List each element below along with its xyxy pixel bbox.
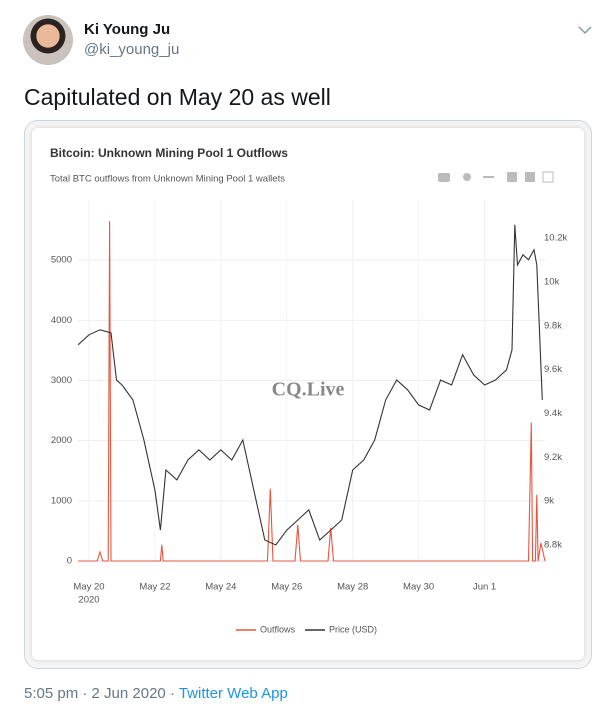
tweet-footer: 5:05 pm · 2 Jun 2020 · Twitter Web App xyxy=(24,685,288,702)
x-tick-label: May 26 xyxy=(271,582,302,593)
separator: · xyxy=(169,685,175,702)
x-tick-label: May 28 xyxy=(337,582,368,593)
series-line xyxy=(78,221,546,562)
legend-label: Outflows xyxy=(260,624,296,634)
tweet-text: Capitulated on May 20 as well xyxy=(24,84,331,110)
user-handle[interactable]: @ki_young_ju xyxy=(84,41,180,58)
x-tick-label: May 20 xyxy=(73,582,104,593)
y-tick-label: 5000 xyxy=(51,255,72,266)
y2-tick-label: 9.2k xyxy=(544,452,562,463)
y2-tick-label: 9k xyxy=(544,496,554,507)
y-tick-label: 0 xyxy=(67,556,72,567)
y-tick-label: 1000 xyxy=(51,495,72,506)
y2-tick-label: 10k xyxy=(544,276,560,287)
chart-title: Bitcoin: Unknown Mining Pool 1 Outflows xyxy=(50,146,288,160)
chart-subtitle: Total BTC outflows from Unknown Mining P… xyxy=(50,174,285,185)
toolbar xyxy=(438,171,554,183)
y2-tick-label: 9.8k xyxy=(544,320,562,331)
chart-panel xyxy=(32,128,584,660)
x-tick-label: May 24 xyxy=(205,582,236,593)
y2-tick-label: 8.8k xyxy=(544,540,562,551)
y2-axis: 8.8k 9k 9.2k 9.4k 9.6k 9.8k 10k 10.2k xyxy=(544,233,567,551)
series-line xyxy=(77,224,543,546)
source-link[interactable]: Twitter Web App xyxy=(178,685,288,702)
watermark: CQ.Live xyxy=(272,379,345,401)
user-name[interactable]: Ki Young Ju xyxy=(84,21,171,38)
menu-chevron[interactable] xyxy=(577,24,593,36)
avatar[interactable] xyxy=(23,15,73,65)
x-tick-label: May 22 xyxy=(139,582,170,593)
y2-tick-label: 10.2k xyxy=(544,233,567,244)
y-tick-label: 2000 xyxy=(51,435,72,446)
y-tick-label: 3000 xyxy=(51,375,72,386)
y2-tick-label: 9.4k xyxy=(544,408,562,419)
x-tick-label: Jun 1 xyxy=(473,582,496,593)
x-tick-label: May 30 xyxy=(403,582,434,593)
legend-label: Price (USD) xyxy=(329,624,377,634)
y-tick-label: 4000 xyxy=(51,315,72,326)
x-year-label: 2020 xyxy=(78,595,99,606)
y2-tick-label: 9.6k xyxy=(544,364,562,375)
timestamp[interactable]: 5:05 pm · 2 Jun 2020 xyxy=(24,685,166,702)
